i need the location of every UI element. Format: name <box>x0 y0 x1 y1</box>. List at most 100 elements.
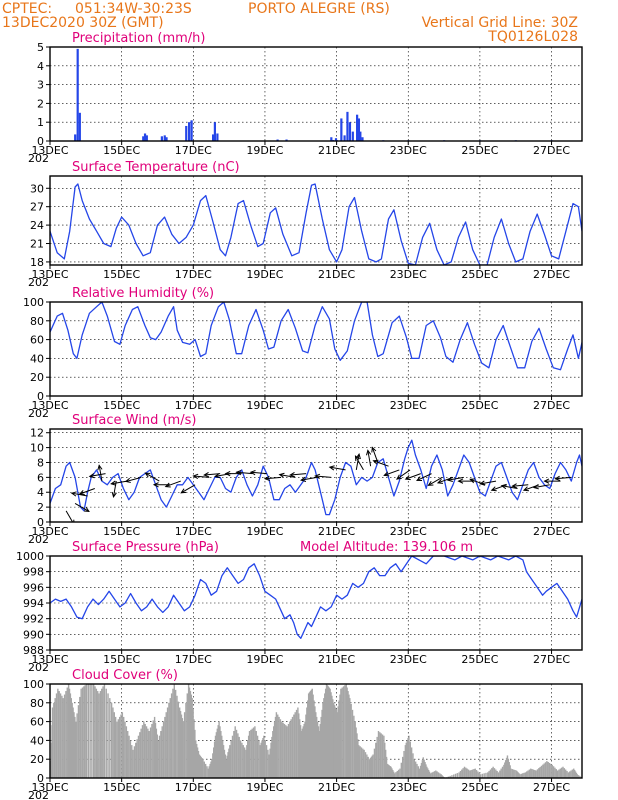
cloud-bar-58-1 <box>319 723 321 778</box>
cloud-bar-63-2 <box>338 700 340 778</box>
cloud-bar-50-2 <box>289 721 291 778</box>
header: CPTEC: 051:34W-30:23S PORTO ALEGRE (RS) … <box>2 1 578 45</box>
cloud-bar-25-0 <box>178 707 181 778</box>
cloud-bar-88-3 <box>456 773 459 778</box>
cloud-bar-55-3 <box>310 689 313 778</box>
xtick-year-fragment-pressure: 202 <box>28 661 49 674</box>
panel-title-humidity: Relative Humidity (%) <box>72 286 214 301</box>
panel-title-precip: Precipitation (mm/h) <box>72 31 205 46</box>
xtick-label-cloud-4: 21DEC <box>318 781 355 794</box>
cloud-bar-27-1 <box>188 687 191 778</box>
ytick-label-cloud-1: 20 <box>30 753 44 766</box>
xtick-label-precip-2: 17DEC <box>175 144 212 157</box>
cloud-bar-72-0 <box>377 731 380 778</box>
cloud-bar-63-0 <box>336 712 338 778</box>
frame-precip <box>49 46 583 142</box>
precip-bar-6 <box>160 136 163 141</box>
cloud-bar-26-2 <box>185 702 187 778</box>
cloud-bar-106-1 <box>547 762 549 778</box>
xtick-label-pressure-7: 27DEC <box>533 653 570 666</box>
cloud-bar-93-1 <box>481 773 484 778</box>
cloud-bar-58-3 <box>321 709 323 778</box>
wind-arrow-24 <box>328 465 346 471</box>
cloud-bar-45-2 <box>265 745 268 778</box>
wind-arrow-18 <box>249 470 267 476</box>
frame-humidity <box>49 301 583 397</box>
cloud-bar-11-1 <box>105 688 107 778</box>
cloud-bar-12-0 <box>110 702 113 778</box>
cloud-bar-11-2 <box>107 693 109 778</box>
cloud-bar-48-0 <box>275 712 278 778</box>
cloud-bar-40-0 <box>239 740 242 778</box>
precip-bar-26 <box>356 114 359 141</box>
cloud-bar-53-3 <box>303 723 305 778</box>
ytick-label-humidity-1: 20 <box>30 371 44 384</box>
cloud-bar-109-0 <box>562 766 564 778</box>
cloud-bar-7-0 <box>80 688 82 778</box>
wind-arrow-41 <box>500 483 518 490</box>
wind-arrow-11 <box>164 480 181 488</box>
header-model-code: TQ0126L028 <box>487 29 578 45</box>
precip-bar-2 <box>78 112 81 141</box>
cloud-bar-6-3 <box>79 696 81 778</box>
cloud-bar-2-2 <box>59 693 62 778</box>
cloud-bar-78-0 <box>404 745 407 778</box>
cloud-bar-91-3 <box>473 769 475 778</box>
cloud-bar-84-0 <box>429 773 432 778</box>
cloud-bar-16-3 <box>136 739 138 778</box>
cloud-bar-67-3 <box>357 739 359 778</box>
ytick-label-wind-0: 0 <box>37 516 44 529</box>
cloud-bar-69-0 <box>363 749 365 778</box>
cloud-bar-8-0 <box>85 684 88 778</box>
wind-arrow-22 <box>300 476 317 482</box>
cloud-bar-52-3 <box>299 725 302 778</box>
cloud-bar-28-2 <box>193 719 195 778</box>
cloud-bar-106-2 <box>548 762 551 778</box>
cloud-bar-49-1 <box>282 722 284 778</box>
wind-arrow-32 <box>404 473 421 481</box>
ytick-label-temperature-3: 27 <box>30 201 44 214</box>
cloud-bar-13-1 <box>117 719 120 778</box>
cloud-bar-99-1 <box>511 769 514 778</box>
cloud-bar-85-1 <box>436 771 438 778</box>
precip-bar-23 <box>346 111 349 141</box>
cloud-bar-2-0 <box>57 688 59 778</box>
ytick-label-wind-3: 6 <box>37 471 44 484</box>
cloud-bar-24-0 <box>173 684 175 778</box>
xtick-label-cloud-5: 23DEC <box>390 781 427 794</box>
cloud-bar-29-1 <box>195 743 198 778</box>
cloud-bar-63-3 <box>339 694 341 778</box>
cloud-bar-56-0 <box>311 688 313 778</box>
cloud-bar-36-2 <box>223 749 226 778</box>
xtick-label-pressure-2: 17DEC <box>175 653 212 666</box>
cloud-bar-14-1 <box>122 716 125 778</box>
cloud-bar-56-3 <box>314 706 316 778</box>
cloud-bar-96-2 <box>500 768 502 778</box>
cloud-bar-22-3 <box>166 707 169 778</box>
xtick-label-cloud-0: 13DEC <box>31 781 68 794</box>
cloud-bar-60-0 <box>325 684 328 778</box>
cloud-bar-36-3 <box>224 754 227 778</box>
ytick-label-pressure-5: 998 <box>23 566 44 579</box>
cloud-bar-57-2 <box>316 721 319 778</box>
cloud-bar-51-0 <box>291 716 294 778</box>
header-location: PORTO ALEGRE (RS) <box>248 1 390 17</box>
xtick-label-precip-5: 23DEC <box>390 144 427 157</box>
xtick-label-cloud-2: 17DEC <box>175 781 212 794</box>
cloud-bar-42-0 <box>248 731 251 778</box>
cloud-bar-71-0 <box>372 754 374 778</box>
cloud-bar-89-3 <box>462 768 464 778</box>
cloud-bar-112-2 <box>579 776 581 778</box>
cloud-bar-6-1 <box>76 713 78 778</box>
cloud-bar-15-3 <box>131 745 133 778</box>
cloud-bar-57-0 <box>315 712 317 778</box>
cloud-bar-43-3 <box>258 740 260 778</box>
panel-title-pressure: Surface Pressure (hPa) <box>72 540 219 555</box>
xtick-label-pressure-5: 23DEC <box>390 653 427 666</box>
ytick-label-cloud-3: 60 <box>30 716 44 729</box>
frame-wind <box>49 428 583 523</box>
wind-arrow-45 <box>543 478 561 484</box>
cloud-bar-106-0 <box>546 761 548 778</box>
cloud-bar-47-3 <box>274 716 277 778</box>
cloud-bar-58-0 <box>318 731 321 778</box>
